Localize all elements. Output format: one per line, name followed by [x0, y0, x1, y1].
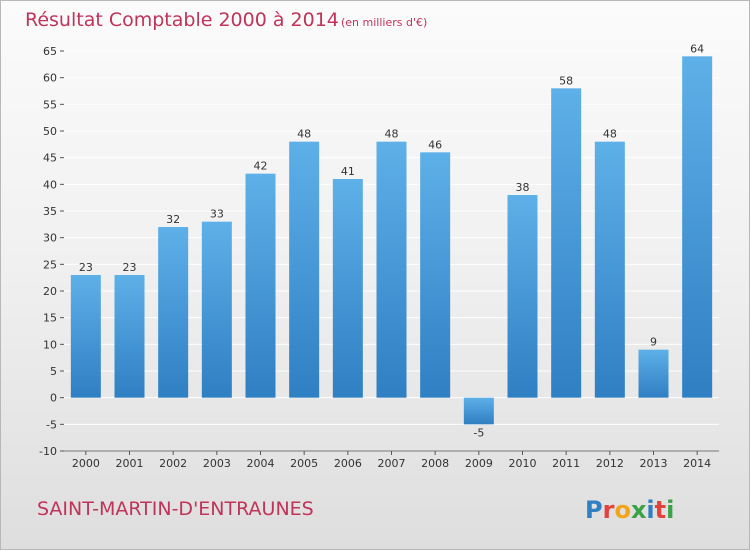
logo-letter: x	[631, 496, 647, 524]
y-tick-label: 45	[43, 152, 57, 165]
logo-letter: o	[614, 496, 631, 524]
data-label: 64	[690, 42, 704, 55]
x-tick-label: 2012	[596, 457, 624, 470]
x-tick-label: 2008	[421, 457, 449, 470]
logo-letter: i	[646, 496, 654, 524]
commune-name: SAINT-MARTIN-D'ENTRAUNES	[37, 498, 314, 520]
bar	[70, 275, 101, 398]
y-tick-label: 10	[43, 338, 57, 351]
logo-letter: r	[603, 496, 615, 524]
bar	[638, 349, 669, 398]
x-tick-label: 2006	[334, 457, 362, 470]
x-tick-label: 2010	[509, 457, 537, 470]
y-tick-label: 0	[50, 392, 57, 405]
y-tick-label: 60	[43, 72, 57, 85]
bar	[682, 56, 713, 398]
logo-letter: P	[585, 496, 603, 524]
y-tick-label: 65	[43, 45, 57, 58]
data-label: -5	[473, 426, 484, 439]
bar	[594, 141, 625, 398]
bar	[201, 221, 232, 398]
bar	[507, 195, 538, 398]
x-tick-label: 2014	[683, 457, 711, 470]
chart-subtitle: (en milliers d'€)	[341, 16, 427, 29]
data-label: 23	[79, 261, 93, 274]
data-label: 33	[210, 208, 224, 221]
y-tick-label: 25	[43, 258, 57, 271]
bar	[551, 88, 582, 398]
data-label: 9	[650, 336, 657, 349]
y-axis: -10 -5 0 5 10 15 20 25 30 35 40 45 50 55 60 65	[39, 45, 64, 458]
value-labels: 23 23 32 33 42 48 41 48 46 -5 38 58 48 9 64	[79, 42, 704, 439]
x-tick-label: 2011	[552, 457, 580, 470]
y-tick-label: 5	[50, 365, 57, 378]
bar	[420, 152, 451, 398]
bars	[70, 56, 713, 425]
chart-title: Résultat Comptable 2000 à 2014	[25, 9, 339, 31]
x-tick-label: 2000	[72, 457, 100, 470]
x-tick-label: 2005	[290, 457, 318, 470]
data-label: 42	[254, 160, 268, 173]
data-label: 48	[297, 128, 311, 141]
bar	[463, 397, 494, 425]
bar	[289, 141, 320, 398]
y-tick-label: 55	[43, 98, 57, 111]
bar	[245, 173, 276, 398]
x-tick-label: 2001	[116, 457, 144, 470]
x-axis: 2000 2001 2002 2003 2004 2005 2006 2007 2008 2009…	[64, 450, 719, 470]
bar	[114, 275, 145, 398]
x-tick-label: 2007	[378, 457, 406, 470]
y-tick-label: 50	[43, 125, 57, 138]
y-tick-label: 15	[43, 312, 57, 325]
x-tick-label: 2013	[640, 457, 668, 470]
data-label: 32	[166, 213, 180, 226]
y-tick-label: 40	[43, 178, 57, 191]
data-label: 58	[559, 74, 573, 87]
proxiti-logo: Proxiti	[585, 496, 674, 524]
data-label: 23	[123, 261, 137, 274]
x-tick-label: 2009	[465, 457, 493, 470]
bar	[332, 179, 363, 398]
x-tick-label: 2002	[159, 457, 187, 470]
data-label: 41	[341, 165, 355, 178]
bar	[158, 227, 189, 398]
y-tick-label: 30	[43, 232, 57, 245]
y-tick-label: -10	[39, 445, 57, 458]
data-label: 38	[516, 181, 530, 194]
y-tick-label: 20	[43, 285, 57, 298]
data-label: 46	[428, 138, 442, 151]
data-label: 48	[603, 128, 617, 141]
y-tick-label: 35	[43, 205, 57, 218]
x-tick-label: 2004	[247, 457, 275, 470]
logo-letter: t	[655, 496, 666, 524]
logo-letter: i	[666, 496, 674, 524]
y-tick-label: -5	[46, 418, 57, 431]
x-tick-label: 2003	[203, 457, 231, 470]
bar	[376, 141, 407, 398]
data-label: 48	[385, 128, 399, 141]
